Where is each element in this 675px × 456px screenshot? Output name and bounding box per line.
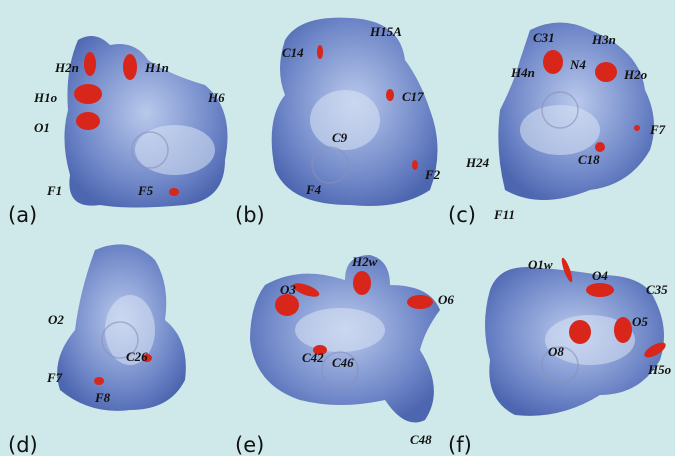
panel-tag: (b) xyxy=(235,203,265,227)
atom-label: C18 xyxy=(578,152,600,167)
atom-label: O2 xyxy=(48,312,64,327)
atom-label: F7 xyxy=(46,370,63,385)
atom-label: H2n xyxy=(54,60,79,75)
atom-label: C46 xyxy=(332,355,354,370)
atom-label: O1 xyxy=(34,120,50,135)
atom-label: C35 xyxy=(646,282,668,297)
atom-label: C14 xyxy=(282,45,304,60)
atom-label: H15A xyxy=(369,24,402,39)
atom-label: H4n xyxy=(510,65,535,80)
atom-label: O3 xyxy=(280,282,296,297)
atom-label: C26 xyxy=(126,349,148,364)
panel-tag: (d) xyxy=(8,433,38,456)
atom-label: C42 xyxy=(302,350,324,365)
atom-label: F8 xyxy=(94,390,111,405)
panel-tag: (a) xyxy=(8,203,37,227)
atom-label: H6 xyxy=(207,90,225,105)
atom-label: F4 xyxy=(305,182,322,197)
atom-label: O6 xyxy=(438,292,454,307)
atom-label: C9 xyxy=(332,130,348,145)
atom-label: N4 xyxy=(569,57,586,72)
atom-label: H2o xyxy=(623,67,648,82)
atom-label: O8 xyxy=(548,344,564,359)
atom-label: H24 xyxy=(465,155,490,170)
atom-label: F11 xyxy=(493,207,515,222)
atom-label: O5 xyxy=(632,314,648,329)
figure: (a) H2n H1n H1o O1 H6 F1 F5 (b) H15A C14… xyxy=(0,0,675,456)
atom-label: O4 xyxy=(592,268,608,283)
panel-tag: (e) xyxy=(235,433,264,456)
atom-label: H2w xyxy=(351,254,378,269)
atom-label: F1 xyxy=(46,183,62,198)
atom-label: F7 xyxy=(649,122,666,137)
atom-label: C48 xyxy=(410,432,432,447)
atom-label: C31 xyxy=(533,30,555,45)
atom-label: F2 xyxy=(424,167,441,182)
atom-label: H5o xyxy=(647,362,672,377)
panel-tag: (c) xyxy=(448,203,476,227)
atom-label: O1w xyxy=(528,257,553,272)
atom-label: H1o xyxy=(33,90,58,105)
atom-label: H3n xyxy=(591,32,616,47)
atom-label: H1n xyxy=(144,60,169,75)
atom-label: C17 xyxy=(402,89,424,104)
atom-label: F5 xyxy=(137,183,154,198)
panel-tag: (f) xyxy=(448,433,472,456)
